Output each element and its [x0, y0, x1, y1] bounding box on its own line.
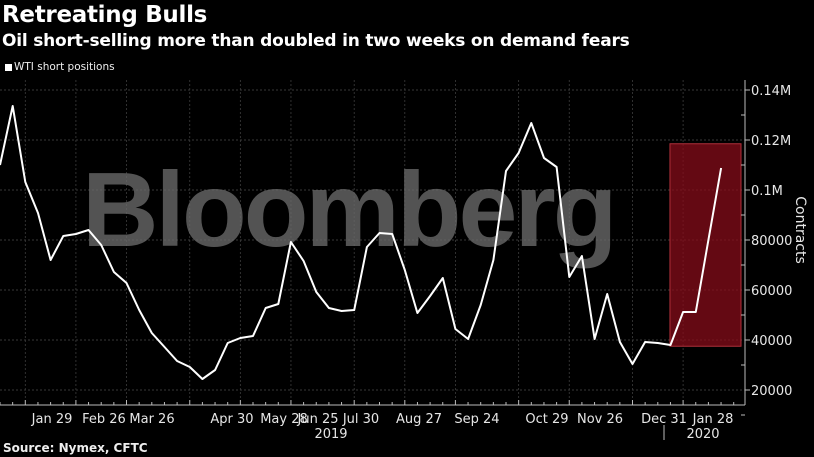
x-tick-label: Oct 29: [525, 412, 568, 427]
wti-short-positions-line: [0, 105, 723, 380]
axes: 20000 40000 60000 80000 0.1M 0.12M 0.14M Jan 29…: [0, 80, 792, 442]
x-tick-label: Dec 31: [641, 412, 687, 427]
x-tick-label: Nov 26: [577, 412, 623, 427]
x-tick-label: Aug 27: [396, 412, 442, 427]
highlight-rect: [669, 143, 742, 347]
x-tick-label: Jan 28: [692, 412, 734, 427]
legend-label: WTI short positions: [14, 61, 115, 73]
y-tick-label: 80000: [751, 234, 792, 249]
x-tick-label: Sep 24: [454, 412, 499, 427]
x-tick-label: Jun 25: [297, 412, 339, 427]
legend: WTI short positions: [5, 61, 115, 73]
chart-subtitle: Oil short-selling more than doubled in t…: [2, 31, 630, 51]
x-tick-label: Jan 29: [31, 412, 73, 427]
y-tick-label: 40000: [751, 334, 792, 349]
x-tick-label: Mar 26: [129, 412, 174, 427]
y-tick-label: 0.12M: [751, 134, 791, 149]
x-tick-label: May 28: [260, 412, 308, 427]
year-label-2020: 2020: [686, 427, 719, 442]
y-tick-label: 60000: [751, 284, 792, 299]
y-axis-label: Contracts: [792, 196, 808, 264]
legend-swatch-icon: [5, 63, 12, 71]
bloomberg-watermark: Bloomberg: [82, 151, 614, 269]
y-tick-label: 20000: [751, 384, 792, 399]
x-tick-label: Jul 30: [342, 412, 379, 427]
x-tick-label: Feb 26: [82, 412, 126, 427]
y-tick-label: 0.1M: [751, 184, 783, 199]
x-tick-label: Apr 30: [210, 412, 253, 427]
source-note: Source: Nymex, CFTC: [3, 441, 148, 455]
chart-title: Retreating Bulls: [2, 2, 208, 28]
y-tick-label: 0.14M: [751, 84, 791, 99]
year-label-2019: 2019: [314, 427, 347, 442]
